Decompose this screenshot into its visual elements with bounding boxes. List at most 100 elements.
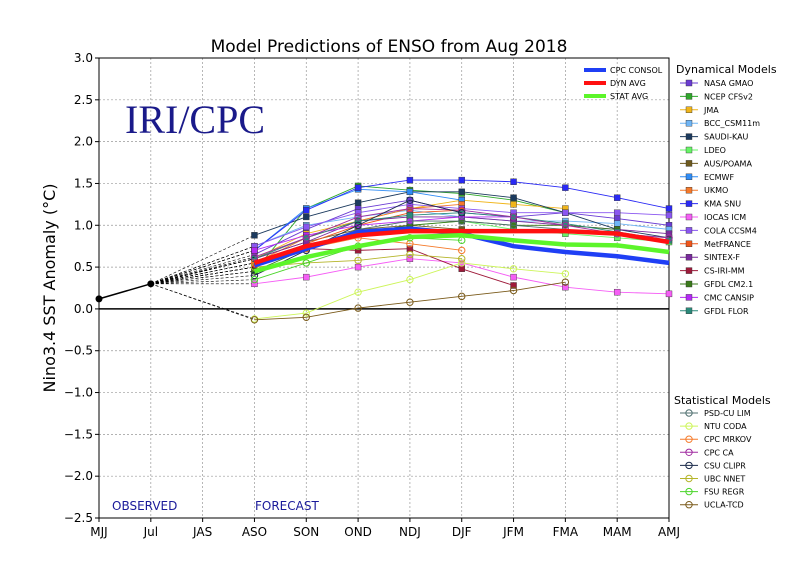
dyn-legend-label: BCC_CSM11m [704, 119, 760, 128]
data-point [613, 220, 621, 227]
stat-legend-label: FSU REGR [704, 488, 745, 497]
data-point [665, 205, 673, 212]
data-point [250, 316, 259, 324]
summary-line-stat-avg [253, 233, 670, 274]
connector-line [150, 245, 255, 285]
connector-line [150, 256, 255, 285]
stat-legend-label: NTU CODA [704, 422, 747, 431]
data-point [406, 196, 414, 204]
data-point [458, 292, 466, 301]
dyn-legend-marker [685, 160, 693, 167]
dyn-legend-label: JMA [703, 106, 719, 115]
y-tick-label: −1.5 [64, 427, 93, 441]
data-point [303, 223, 310, 231]
data-point [302, 309, 310, 317]
dyn-legend-label: GFDL CM2.1 [704, 280, 753, 289]
stat-legend-marker [685, 435, 693, 443]
y-axis-label: Nino3.4 SST Anomaly (°C) [40, 184, 59, 393]
dyn-legend-marker [685, 227, 693, 234]
data-point [354, 263, 362, 271]
dyn-legend-label: SINTEX-F [704, 253, 740, 262]
dyn-legend-label: ECMWF [704, 173, 734, 182]
y-tick-label: −2.5 [64, 511, 93, 525]
dyn-legend-label: LDEO [704, 146, 726, 155]
data-point [613, 288, 621, 296]
data-point [561, 270, 570, 278]
data-point [354, 256, 362, 265]
data-point [458, 176, 465, 184]
data-point [509, 265, 518, 273]
data-point [406, 298, 414, 306]
connector-line [150, 275, 255, 285]
data-point [458, 259, 466, 267]
stat-legend-marker [685, 474, 693, 483]
y-tick-label: 1.0 [74, 218, 93, 232]
series-line [254, 281, 566, 321]
x-tick-label: MAM [603, 525, 632, 539]
y-tick-label: −1.0 [64, 386, 93, 400]
x-tick-label: AMJ [658, 525, 680, 539]
data-point [354, 288, 362, 296]
data-point [509, 213, 518, 221]
data-point [458, 246, 466, 255]
data-point [406, 204, 414, 213]
stat-legend-marker [685, 409, 693, 417]
data-point [613, 194, 621, 201]
x-tick-label: Jul [143, 525, 158, 539]
data-point [303, 207, 310, 214]
connector-line [150, 235, 255, 285]
dyn-legend-label: SAUDI-KAU [704, 133, 749, 142]
series-line [254, 216, 514, 251]
data-point [510, 282, 517, 289]
x-tick-label: DJF [452, 525, 472, 539]
dyn-legend-marker [685, 200, 693, 207]
data-point [562, 209, 569, 216]
data-point [303, 273, 310, 281]
data-point [510, 194, 517, 201]
connector-line [150, 283, 255, 321]
stat-legend-marker [685, 487, 693, 496]
connector-line [150, 250, 255, 285]
y-tick-label: 2.0 [74, 135, 93, 149]
data-point [406, 255, 414, 262]
dyn-legend-label: COLA CCSM4 [704, 226, 757, 235]
dynamical-legend-title: Dynamical Models [676, 63, 777, 76]
stat-legend-marker [685, 422, 693, 430]
y-tick-label: −2.0 [64, 469, 93, 483]
dyn-legend-marker [685, 106, 693, 114]
data-point [510, 273, 517, 281]
stat-legend-label: CPC MRKOV [704, 435, 752, 444]
y-tick-label: 3.0 [74, 51, 93, 65]
dyn-legend-label: GFDL FLOR [704, 307, 749, 316]
stat-legend-label: CSU CLIPR [704, 461, 746, 470]
dyn-legend-label: IOCAS ICM [704, 213, 746, 222]
stat-legend-marker [685, 501, 693, 509]
data-point [406, 275, 414, 284]
data-point [303, 213, 310, 221]
summary-legend-label: CPC CONSOL [610, 66, 663, 75]
connector-line [150, 266, 255, 285]
observed-point [95, 295, 103, 303]
dyn-legend-marker [685, 186, 693, 194]
x-tick-label: JFM [502, 525, 524, 539]
plot-area: −2.5 −2.0 −1.5 −1.0 −0.5 0.0 0.5 1.0 1.5 2.0 2.5 3.… [64, 51, 680, 539]
dyn-legend-marker [685, 253, 693, 261]
x-tick-label: OND [344, 525, 372, 539]
data-point [354, 221, 362, 229]
dyn-legend-label: NASA GMAO [704, 79, 753, 88]
dyn-legend-marker [685, 146, 693, 154]
iri-cpc-logo: IRI/CPC [125, 97, 265, 142]
summary-legend: CPC CONSOL DYN AVG STAT AVG [584, 66, 663, 101]
data-point [458, 255, 466, 263]
stat-legend-label: UBC NNET [704, 475, 745, 484]
data-point [406, 239, 414, 248]
dyn-legend-marker [685, 213, 693, 221]
data-point [354, 213, 362, 221]
connector-line [150, 262, 255, 285]
observed-point [147, 280, 155, 288]
y-tick-label: 1.5 [74, 176, 93, 190]
data-point [561, 221, 570, 229]
series-line [254, 262, 566, 320]
dyn-legend-marker [685, 267, 693, 274]
dyn-legend-marker [685, 79, 693, 87]
